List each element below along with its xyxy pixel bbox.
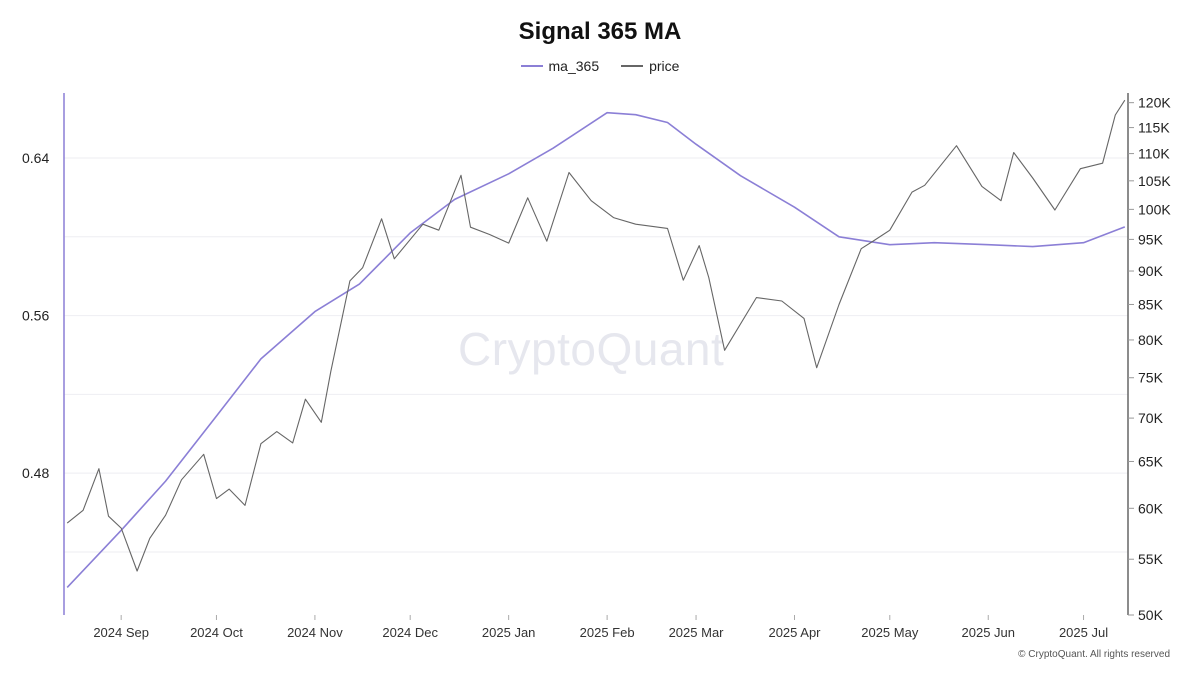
x-tick-label: 2024 Oct: [190, 625, 243, 640]
x-tick-label: 2024 Sep: [93, 625, 149, 640]
chart-legend: ma_365 price: [0, 58, 1200, 74]
right-tick-label: 80K: [1138, 332, 1164, 348]
x-tick-label: 2024 Dec: [382, 625, 438, 640]
copyright-notice: © CryptoQuant. All rights reserved: [1018, 649, 1170, 660]
series-lines: [66, 99, 1126, 588]
x-tick-label: 2025 Jul: [1059, 625, 1108, 640]
right-tick-label: 95K: [1138, 231, 1164, 247]
right-tick-label: 100K: [1138, 201, 1171, 217]
right-tick-label: 55K: [1138, 551, 1164, 567]
right-tick-label: 85K: [1138, 296, 1164, 312]
right-tick-label: 115K: [1138, 120, 1170, 136]
x-tick-label: 2025 Jun: [962, 625, 1016, 640]
x-tick-label: 2025 Mar: [669, 625, 725, 640]
chart-title: Signal 365 MA: [518, 18, 682, 45]
grid-lines: [64, 157, 1128, 553]
right-tick-label: 90K: [1138, 263, 1164, 279]
series-line-ma-365: [66, 111, 1126, 588]
right-tick-label: 120K: [1138, 95, 1171, 111]
x-tick-label: 2025 Apr: [768, 625, 821, 640]
watermark: CryptoQuant: [458, 323, 725, 375]
right-tick-label: 105K: [1138, 173, 1171, 189]
x-tick-label: 2025 Jan: [482, 625, 536, 640]
right-tick-label: 70K: [1138, 410, 1164, 426]
left-axis-ticks: 0.48 0.56 0.64: [22, 150, 49, 481]
legend-swatch-price: [621, 65, 644, 67]
x-tick-label: 2025 May: [861, 625, 919, 640]
legend-item-ma-365[interactable]: ma_365: [520, 58, 600, 74]
x-tick-label: 2024 Nov: [287, 625, 343, 640]
x-tick-label: 2025 Feb: [580, 625, 635, 640]
left-tick-label: 0.48: [22, 465, 49, 481]
right-tick-label: 65K: [1138, 453, 1164, 469]
right-tick-label: 75K: [1138, 370, 1164, 386]
series-line-price: [66, 99, 1126, 572]
left-tick-label: 0.56: [22, 308, 49, 324]
legend-swatch-ma-365: [520, 65, 543, 67]
right-tick-label: 110K: [1138, 146, 1170, 162]
legend-label-price: price: [649, 58, 680, 74]
left-tick-label: 0.64: [22, 150, 49, 166]
right-axis-ticks: 50K 55K 60K 65K 70K 75K 80K 85K 90K 95K 100K 105K 11…: [1128, 95, 1171, 623]
legend-item-price[interactable]: price: [621, 58, 679, 74]
legend-label-ma-365: ma_365: [548, 58, 600, 74]
right-tick-label: 60K: [1138, 500, 1164, 516]
x-axis-ticks: 2024 Sep 2024 Oct 2024 Nov 2024 Dec 2025 Jan…: [93, 615, 1108, 640]
axes: [63, 93, 1129, 615]
right-tick-label: 50K: [1138, 607, 1164, 623]
